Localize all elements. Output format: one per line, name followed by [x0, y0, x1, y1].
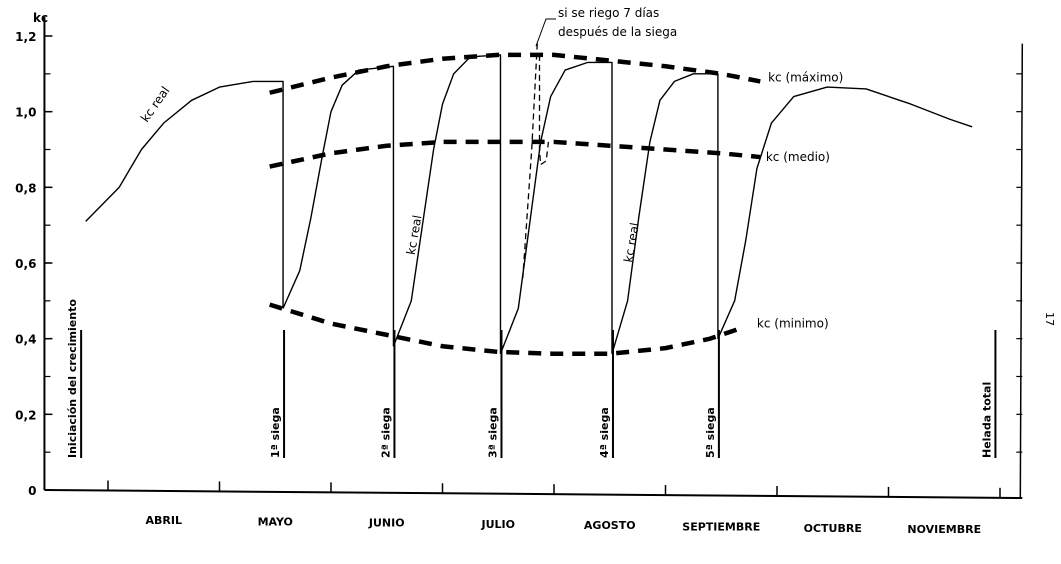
y-axis-label: kc [33, 11, 48, 25]
note-leader-line [535, 18, 556, 47]
series-si-se-riego-d-as [522, 43, 538, 279]
series-annotation: kc real [621, 222, 642, 264]
y-tick-label: 0,4 [15, 333, 36, 347]
series-kc-real [717, 86, 973, 339]
x-tick-label: SEPTIEMBRE [682, 521, 760, 534]
series-group [85, 43, 973, 357]
axes: 0 0,2 0,4 0,6 0,8 1,0 1,2 ABRIL MAYO JUNIO JULIO AG… [15, 17, 1024, 536]
event-label: 1ª siega [269, 407, 282, 458]
series-annotation: kc real [404, 214, 425, 256]
series-kc-medio [269, 139, 761, 169]
event-label: Helada total [980, 382, 993, 458]
series-kc-minimo [269, 302, 745, 357]
y-tick-label: 1,2 [15, 30, 36, 44]
event-label: Iniciación del crecimiento [66, 299, 79, 458]
series-kc-real [611, 73, 719, 354]
right-axis-line [1019, 43, 1024, 499]
series-annotation: kc (minimo) [757, 316, 829, 330]
labels-group: Iniciación del crecimiento 1ª siega 2ª sie… [66, 70, 997, 458]
series-kc-m-ximo [269, 52, 761, 95]
y-tick-label: 0,2 [15, 408, 36, 422]
x-tick-label: NOVIEMBRE [907, 523, 981, 536]
x-tick-label: ABRIL [146, 514, 182, 527]
series-annotation: kc (medio) [766, 150, 830, 164]
series-kc-real [85, 80, 284, 309]
series-kc-real [499, 61, 613, 355]
y-tick-label: 0,6 [15, 257, 36, 271]
page-number: 17 [1043, 312, 1056, 326]
series-kc-real [392, 54, 502, 354]
x-tick-label: AGOSTO [584, 519, 636, 532]
event-label: 4ª siega [598, 407, 611, 458]
series-annotation: kc (máximo) [768, 70, 843, 84]
y-tick-label: 0 [28, 484, 36, 498]
event-label: 2ª siega [379, 407, 392, 458]
x-tick-label: MAYO [258, 515, 293, 528]
note-line-1: si se riego 7 días [558, 6, 659, 20]
y-tick-label: 1,0 [15, 106, 36, 120]
x-axis-line [44, 489, 1023, 499]
x-tick-label: OCTUBRE [804, 522, 862, 535]
y-tick-label: 0,8 [15, 181, 36, 195]
event-label: 5ª siega [704, 407, 717, 458]
x-tick-label: JUNIO [368, 517, 405, 530]
series-annotation: kc real [138, 84, 172, 125]
event-label: 3ª siega [486, 407, 499, 458]
series-si-se-riego-d-as [538, 54, 550, 166]
note-line-2: después de la siega [558, 25, 677, 39]
x-tick-label: JULIO [481, 518, 515, 531]
series-kc-real [282, 65, 395, 347]
